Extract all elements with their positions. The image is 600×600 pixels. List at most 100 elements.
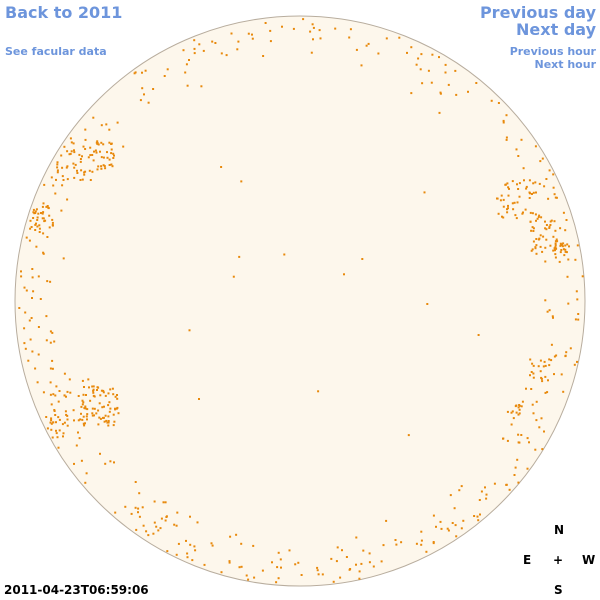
facula-dot [565,251,568,254]
facula-dot [68,153,71,156]
facula-dot [554,249,556,252]
facula-dot [542,365,545,368]
facula-dot [506,211,509,214]
facula-dot [18,307,21,309]
facula-dot [65,413,68,416]
facula-dot [522,167,525,170]
facula-dot [558,260,561,263]
facula-dot [96,168,99,171]
facula-dot [162,501,165,504]
facula-dot [516,183,518,186]
facula-dot [86,418,88,421]
facula-dot [37,212,40,215]
next-day-link[interactable]: Next day [516,20,596,39]
facula-dot [544,375,547,378]
facula-dot [89,146,92,149]
facula-dot [166,68,169,71]
facula-dot [116,406,119,409]
facula-dot [423,191,426,194]
facula-dot [552,316,554,319]
facula-dot [528,191,531,194]
facula-dot [281,25,283,28]
facula-dot [251,37,254,40]
facula-dot [99,150,101,153]
facula-dot [93,150,95,153]
facula-dot [473,515,476,517]
facula-dot [31,276,34,279]
facula-dot [512,208,515,211]
facula-dot [100,389,103,392]
facula-dot [108,128,111,131]
facula-dot [66,150,69,153]
facula-dot [108,141,111,144]
facula-dot [341,549,343,552]
facula-dot [51,221,54,224]
facula-dot [102,389,105,392]
facula-dot [535,419,538,422]
facula-dot [544,364,547,367]
facula-dot [114,511,117,514]
facula-dot [574,258,577,261]
facula-dot [439,520,442,523]
facula-dot [544,391,547,394]
facula-dot [152,532,155,535]
facula-dot [515,148,518,151]
facula-dot [562,248,565,251]
facula-dot [51,367,54,370]
facula-dot [92,385,95,388]
facula-dot [511,180,514,183]
see-facular-data-link[interactable]: See facular data [5,45,107,58]
facula-dot [535,238,538,240]
facula-dot [66,418,69,421]
facula-dot [92,394,95,397]
facula-dot [406,51,408,54]
facula-dot [497,212,500,215]
facula-dot [91,414,94,417]
facula-dot [454,524,457,527]
facula-dot [100,165,103,168]
facula-dot [160,517,163,520]
facula-dot [400,541,403,544]
facula-dot [576,244,579,247]
back-to-year-link[interactable]: Back to 2011 [5,3,123,22]
facula-dot [316,569,319,572]
facula-dot [553,373,555,376]
previous-hour-link[interactable]: Previous hour [509,45,596,58]
facula-dot [114,395,117,398]
facula-dot [581,275,584,278]
facula-dot [73,419,75,422]
facula-dot [106,151,108,154]
next-hour-link[interactable]: Next hour [534,58,597,71]
facula-dot [490,99,493,102]
facula-dot [280,566,282,569]
facula-dot [138,515,141,518]
compass-north-label: N [554,523,565,537]
facula-dot [554,248,557,250]
facula-dot [454,69,457,72]
facula-dot [548,309,551,312]
previous-day-link[interactable]: Previous day [479,3,596,22]
facula-dot [435,525,437,528]
facula-dot [420,53,423,56]
facula-dot [104,394,107,397]
facula-dot [532,182,535,185]
facula-dot [193,47,196,50]
facula-dot [358,577,361,580]
facula-dot [27,359,30,362]
facula-dot [69,152,72,155]
facula-dot [513,474,516,476]
facula-dot [537,216,540,218]
facula-dot [555,238,558,241]
facula-dot [541,448,544,451]
facula-dot [458,489,461,492]
facula-dot [360,64,363,67]
facula-dot [20,275,23,278]
facula-dot [63,145,66,148]
facula-dot [517,406,520,409]
facula-dot [72,142,75,145]
facula-dot [109,388,112,391]
facula-dot [60,154,63,157]
facula-dot [505,114,508,117]
facula-dot [91,385,94,388]
